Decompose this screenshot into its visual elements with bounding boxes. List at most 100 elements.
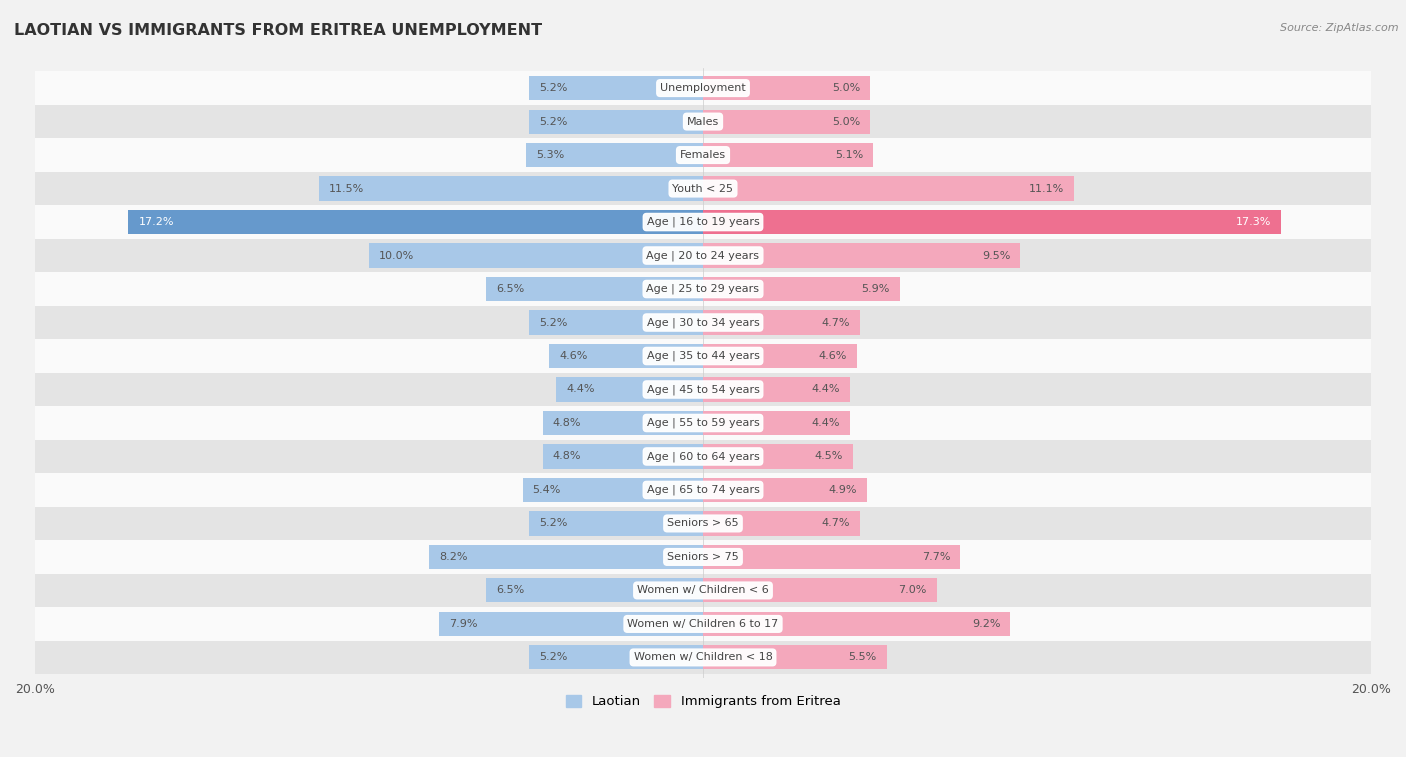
- Text: 5.9%: 5.9%: [862, 284, 890, 294]
- Bar: [703, 277, 900, 301]
- Bar: [703, 110, 870, 134]
- Bar: [35, 205, 1371, 238]
- Bar: [550, 344, 703, 368]
- Bar: [35, 104, 1371, 139]
- Text: 4.4%: 4.4%: [811, 385, 839, 394]
- Bar: [35, 238, 1371, 273]
- Text: 5.2%: 5.2%: [540, 117, 568, 126]
- Bar: [319, 176, 703, 201]
- Bar: [529, 110, 703, 134]
- Bar: [35, 440, 1371, 473]
- Text: 5.5%: 5.5%: [848, 653, 877, 662]
- Bar: [703, 545, 960, 569]
- Bar: [35, 306, 1371, 339]
- Bar: [35, 640, 1371, 674]
- Text: 5.0%: 5.0%: [832, 117, 860, 126]
- Text: 17.2%: 17.2%: [138, 217, 174, 227]
- Bar: [529, 310, 703, 335]
- Text: 4.8%: 4.8%: [553, 451, 581, 462]
- Bar: [703, 646, 887, 669]
- Text: 10.0%: 10.0%: [380, 251, 415, 260]
- Text: Unemployment: Unemployment: [661, 83, 745, 93]
- Bar: [703, 444, 853, 469]
- Bar: [555, 378, 703, 401]
- Text: 4.7%: 4.7%: [821, 519, 851, 528]
- Text: 7.9%: 7.9%: [449, 619, 478, 629]
- Text: Women w/ Children 6 to 17: Women w/ Children 6 to 17: [627, 619, 779, 629]
- Bar: [35, 506, 1371, 540]
- Bar: [35, 71, 1371, 104]
- Bar: [368, 244, 703, 267]
- Text: 5.2%: 5.2%: [540, 653, 568, 662]
- Text: Males: Males: [688, 117, 718, 126]
- Text: Age | 30 to 34 years: Age | 30 to 34 years: [647, 317, 759, 328]
- Bar: [703, 411, 851, 435]
- Bar: [529, 512, 703, 535]
- Bar: [35, 540, 1371, 574]
- Text: Age | 60 to 64 years: Age | 60 to 64 years: [647, 451, 759, 462]
- Text: Youth < 25: Youth < 25: [672, 183, 734, 194]
- Text: Source: ZipAtlas.com: Source: ZipAtlas.com: [1281, 23, 1399, 33]
- Text: 5.1%: 5.1%: [835, 150, 863, 160]
- Text: 4.6%: 4.6%: [560, 351, 588, 361]
- Bar: [35, 473, 1371, 506]
- Text: 8.2%: 8.2%: [439, 552, 468, 562]
- Text: 9.5%: 9.5%: [981, 251, 1011, 260]
- Text: 5.2%: 5.2%: [540, 519, 568, 528]
- Text: 5.4%: 5.4%: [533, 485, 561, 495]
- Text: Seniors > 75: Seniors > 75: [666, 552, 740, 562]
- Text: Age | 45 to 54 years: Age | 45 to 54 years: [647, 385, 759, 394]
- Text: 17.3%: 17.3%: [1236, 217, 1271, 227]
- Text: 6.5%: 6.5%: [496, 284, 524, 294]
- Bar: [703, 210, 1281, 234]
- Legend: Laotian, Immigrants from Eritrea: Laotian, Immigrants from Eritrea: [560, 690, 846, 714]
- Bar: [703, 244, 1021, 267]
- Bar: [543, 444, 703, 469]
- Text: 7.7%: 7.7%: [922, 552, 950, 562]
- Text: Women w/ Children < 18: Women w/ Children < 18: [634, 653, 772, 662]
- Text: 11.1%: 11.1%: [1029, 183, 1064, 194]
- Bar: [529, 76, 703, 100]
- Text: 4.4%: 4.4%: [567, 385, 595, 394]
- Bar: [35, 273, 1371, 306]
- Text: 4.6%: 4.6%: [818, 351, 846, 361]
- Text: 4.7%: 4.7%: [821, 317, 851, 328]
- Text: Age | 25 to 29 years: Age | 25 to 29 years: [647, 284, 759, 294]
- Bar: [486, 277, 703, 301]
- Bar: [543, 411, 703, 435]
- Text: 4.5%: 4.5%: [815, 451, 844, 462]
- Text: Age | 16 to 19 years: Age | 16 to 19 years: [647, 217, 759, 227]
- Bar: [35, 339, 1371, 372]
- Bar: [703, 478, 866, 502]
- Bar: [128, 210, 703, 234]
- Text: 5.2%: 5.2%: [540, 83, 568, 93]
- Bar: [35, 407, 1371, 440]
- Bar: [703, 310, 860, 335]
- Text: 6.5%: 6.5%: [496, 585, 524, 596]
- Text: 9.2%: 9.2%: [972, 619, 1000, 629]
- Bar: [523, 478, 703, 502]
- Bar: [429, 545, 703, 569]
- Text: 5.0%: 5.0%: [832, 83, 860, 93]
- Bar: [35, 574, 1371, 607]
- Bar: [35, 139, 1371, 172]
- Text: 5.3%: 5.3%: [536, 150, 564, 160]
- Bar: [35, 172, 1371, 205]
- Text: Age | 20 to 24 years: Age | 20 to 24 years: [647, 251, 759, 260]
- Text: LAOTIAN VS IMMIGRANTS FROM ERITREA UNEMPLOYMENT: LAOTIAN VS IMMIGRANTS FROM ERITREA UNEMP…: [14, 23, 543, 38]
- Bar: [703, 176, 1074, 201]
- Text: Seniors > 65: Seniors > 65: [668, 519, 738, 528]
- Text: 4.4%: 4.4%: [811, 418, 839, 428]
- Text: Females: Females: [681, 150, 725, 160]
- Bar: [526, 143, 703, 167]
- Bar: [35, 372, 1371, 407]
- Text: 4.8%: 4.8%: [553, 418, 581, 428]
- Bar: [486, 578, 703, 603]
- Bar: [439, 612, 703, 636]
- Text: Age | 35 to 44 years: Age | 35 to 44 years: [647, 350, 759, 361]
- Text: Women w/ Children < 6: Women w/ Children < 6: [637, 585, 769, 596]
- Bar: [703, 612, 1011, 636]
- Text: 11.5%: 11.5%: [329, 183, 364, 194]
- Text: Age | 55 to 59 years: Age | 55 to 59 years: [647, 418, 759, 428]
- Bar: [703, 76, 870, 100]
